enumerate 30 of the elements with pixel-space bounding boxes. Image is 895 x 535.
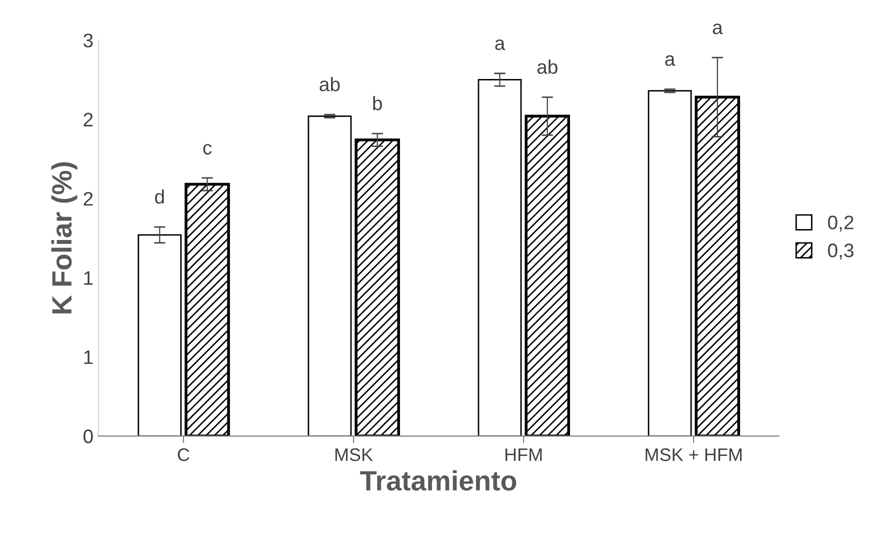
x-tick-label: HFM [506,448,542,461]
annotation: ab [537,60,558,74]
annotation: a [495,39,506,50]
bar [524,114,570,436]
annotation: c [203,144,212,155]
y-tick-label: 1 [84,350,93,364]
x-axis-title: Tratamiento [360,470,516,491]
bar [478,79,522,436]
y-tick-label: 1 [84,271,93,285]
x-tick-label: C [178,448,190,462]
y-tick-label: 0 [84,429,93,444]
annotation: d [155,189,164,204]
text: a [712,24,723,34]
x-tick-label: MSK [335,448,373,462]
annotation: a [665,55,676,66]
annotation: ab [320,76,340,92]
bar [694,96,740,436]
legend-label: 0,2 [828,216,854,232]
annotation: b [373,96,382,110]
bar [648,90,692,436]
bar [138,234,182,436]
y-tick-label: 2 [84,112,93,126]
bar [184,182,230,436]
y-tick-label: 2 [84,192,93,206]
bar [308,115,352,436]
x-tick-label: MSK + HFM [646,448,742,462]
y-axis-title: K Foliar (%) [51,162,78,314]
y-tick-label: 3 [84,34,93,48]
legend-label: 0,3 [828,244,854,260]
bar [354,138,400,436]
